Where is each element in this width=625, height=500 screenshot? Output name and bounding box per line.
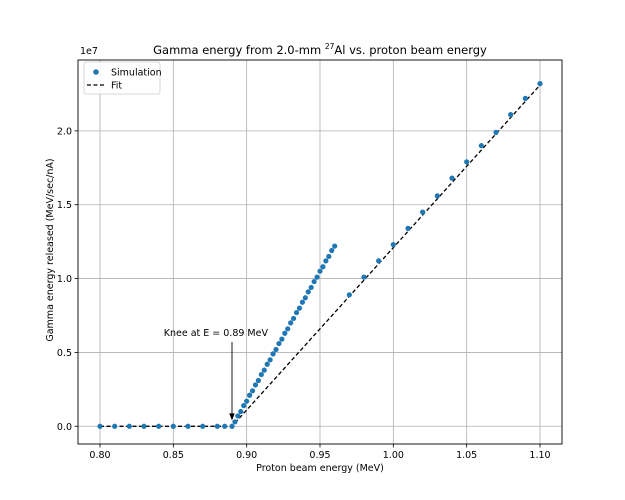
x-tick-label: 0.85 xyxy=(163,450,184,461)
simulation-point xyxy=(241,403,247,409)
simulation-point xyxy=(249,388,256,394)
simulation-point xyxy=(270,351,276,357)
simulation-point xyxy=(522,95,528,101)
x-tick-label: 0.95 xyxy=(309,450,330,461)
simulation-point xyxy=(264,361,270,367)
simulation-point xyxy=(329,247,335,254)
y-tick-label: 0.5 xyxy=(57,348,72,359)
y-tick-label: 1.0 xyxy=(57,274,72,285)
simulation-point xyxy=(346,292,352,298)
x-tick-label: 0.80 xyxy=(89,450,110,461)
knee-annotation-text: Knee at E = 0.89 MeV xyxy=(164,328,269,339)
simulation-point xyxy=(449,175,455,181)
simulation-point xyxy=(285,326,291,332)
knee-annotation: Knee at E = 0.89 MeV xyxy=(164,328,269,421)
simulation-point xyxy=(464,159,470,165)
legend-simulation-label: Simulation xyxy=(111,68,162,79)
x-tick-label: 1.10 xyxy=(529,450,550,461)
simulation-point xyxy=(279,336,285,342)
simulation-point xyxy=(302,295,308,301)
simulation-point xyxy=(229,423,235,429)
simulation-point xyxy=(405,225,411,231)
simulation-point xyxy=(282,330,288,336)
simulation-point xyxy=(361,274,367,280)
simulation-point xyxy=(258,371,264,378)
simulation-point xyxy=(244,398,250,404)
simulation-point xyxy=(238,408,244,415)
legend: Simulation Fit xyxy=(83,61,162,95)
x-tick-label: 1.00 xyxy=(383,450,404,461)
x-axis: 0.80 0.85 0.90 0.95 1.00 1.05 1.10 xyxy=(89,444,551,461)
simulation-point xyxy=(376,258,382,264)
y-tick-label: 2.0 xyxy=(57,126,72,137)
simulation-point xyxy=(296,305,303,311)
simulation-point xyxy=(493,129,499,135)
chart-title: Gamma energy from 2.0-mm 27Al vs. proton… xyxy=(153,42,487,57)
simulation-point xyxy=(141,423,147,429)
simulation-point xyxy=(112,423,118,429)
simulation-point xyxy=(222,423,228,429)
y-axis-label: Gamma energy released (MeV/sec/nA) xyxy=(45,158,56,341)
simulation-point xyxy=(508,112,514,118)
simulation-point xyxy=(97,423,103,429)
simulation-point xyxy=(288,320,294,326)
simulation-point xyxy=(232,419,238,425)
simulation-point xyxy=(299,299,305,305)
simulation-point xyxy=(126,423,132,429)
simulation-point xyxy=(311,278,317,285)
simulation-point xyxy=(255,377,261,384)
simulation-point xyxy=(276,340,282,347)
y-axis: 0.0 0.5 1.0 1.5 2.0 xyxy=(57,126,78,433)
simulation-point xyxy=(537,81,543,87)
simulation-point xyxy=(170,423,176,429)
simulation-point xyxy=(420,209,426,215)
legend-simulation-marker xyxy=(93,69,99,75)
simulation-point xyxy=(261,367,267,373)
x-tick-label: 1.05 xyxy=(456,450,477,461)
simulation-point xyxy=(320,264,326,270)
simulation-point xyxy=(293,309,300,316)
simulation-point xyxy=(314,274,320,280)
simulation-point xyxy=(185,423,191,429)
simulation-point xyxy=(235,413,241,419)
legend-fit-label: Fit xyxy=(111,81,122,92)
y-tick-label: 1.5 xyxy=(57,200,72,211)
simulation-point xyxy=(478,143,484,149)
simulation-point xyxy=(317,268,323,274)
simulation-point xyxy=(305,289,311,295)
x-axis-label: Proton beam energy (MeV) xyxy=(256,463,384,474)
simulation-point xyxy=(214,423,220,429)
simulation-point xyxy=(434,193,440,199)
simulation-point xyxy=(156,423,162,429)
simulation-point xyxy=(291,315,297,322)
legend-box xyxy=(83,61,161,95)
simulation-point xyxy=(200,423,206,429)
simulation-point xyxy=(323,258,329,264)
simulation-point xyxy=(252,382,259,388)
simulation-point xyxy=(332,243,338,249)
y-offset-label: 1e7 xyxy=(80,46,98,57)
knee-annotation-arrowhead xyxy=(229,413,235,421)
simulation-point xyxy=(308,284,314,291)
simulation-point xyxy=(273,346,279,353)
simulation-point xyxy=(390,242,396,248)
simulation-point xyxy=(247,392,253,398)
simulation-series xyxy=(97,81,543,429)
x-tick-label: 0.90 xyxy=(236,450,257,461)
simulation-point xyxy=(267,357,273,363)
title-superscript: 27 xyxy=(325,42,335,51)
y-tick-label: 0.0 xyxy=(57,422,72,433)
simulation-point xyxy=(326,253,332,260)
